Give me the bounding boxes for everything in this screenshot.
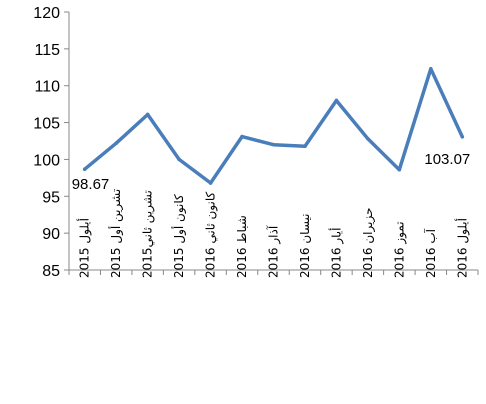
data-point (114, 141, 118, 146)
y-tick-label: 120 (33, 5, 60, 22)
data-labels: 98.67 103.07 (72, 151, 471, 193)
x-tick-label: تشرين ثاني2015 (141, 190, 156, 278)
y-tick-label: 115 (34, 42, 60, 59)
data-point (82, 167, 87, 172)
data-point (366, 136, 370, 141)
data-point (240, 134, 244, 139)
data-point (303, 144, 307, 148)
x-tick-label: نيسان 2016 (298, 214, 312, 279)
y-tick-label: 110 (34, 79, 60, 96)
x-axis-ticks: أيلول 2015 تشرين أول 2015 تشرين ثاني2015 كا… (68, 189, 479, 279)
x-tick-label: كانون أول 2015 (171, 194, 187, 278)
x-tick-label: أيلول 2016 (454, 218, 470, 278)
x-tick-label: آب 2016 (423, 228, 438, 278)
x-tick-label: كانون ثاني 2016 (204, 191, 219, 278)
x-tick-label: تشرين أول 2015 (108, 189, 124, 278)
y-axis-ticks: 85 90 95 100 105 110 115 120 (33, 5, 69, 280)
data-point (397, 167, 402, 172)
series-line-0 (82, 67, 465, 185)
data-point (145, 112, 150, 117)
x-tick-label: أيلول 2015 (77, 218, 93, 278)
y-tick-label: 100 (33, 152, 60, 169)
data-point (271, 142, 276, 147)
y-tick-label: 105 (33, 116, 60, 133)
series-group (82, 66, 465, 185)
data-point (429, 66, 433, 71)
x-tick-label: حزيران 2016 (361, 207, 376, 278)
chart-axes (68, 12, 478, 271)
y-tick-label: 95 (42, 189, 60, 206)
x-tick-label: تموز 2016 (392, 221, 407, 278)
x-tick-label: أيار 2016 (328, 228, 344, 279)
y-tick-label: 85 (42, 263, 60, 280)
data-label: 98.67 (72, 176, 110, 193)
data-point (334, 98, 339, 103)
data-point (177, 157, 181, 162)
x-tick-label: شباط 2016 (235, 215, 249, 278)
data-point (208, 181, 213, 185)
data-point (460, 134, 465, 139)
data-label: 103.07 (424, 151, 470, 168)
y-tick-label: 90 (42, 226, 60, 243)
x-tick-label: آذار 2016 (266, 225, 282, 278)
